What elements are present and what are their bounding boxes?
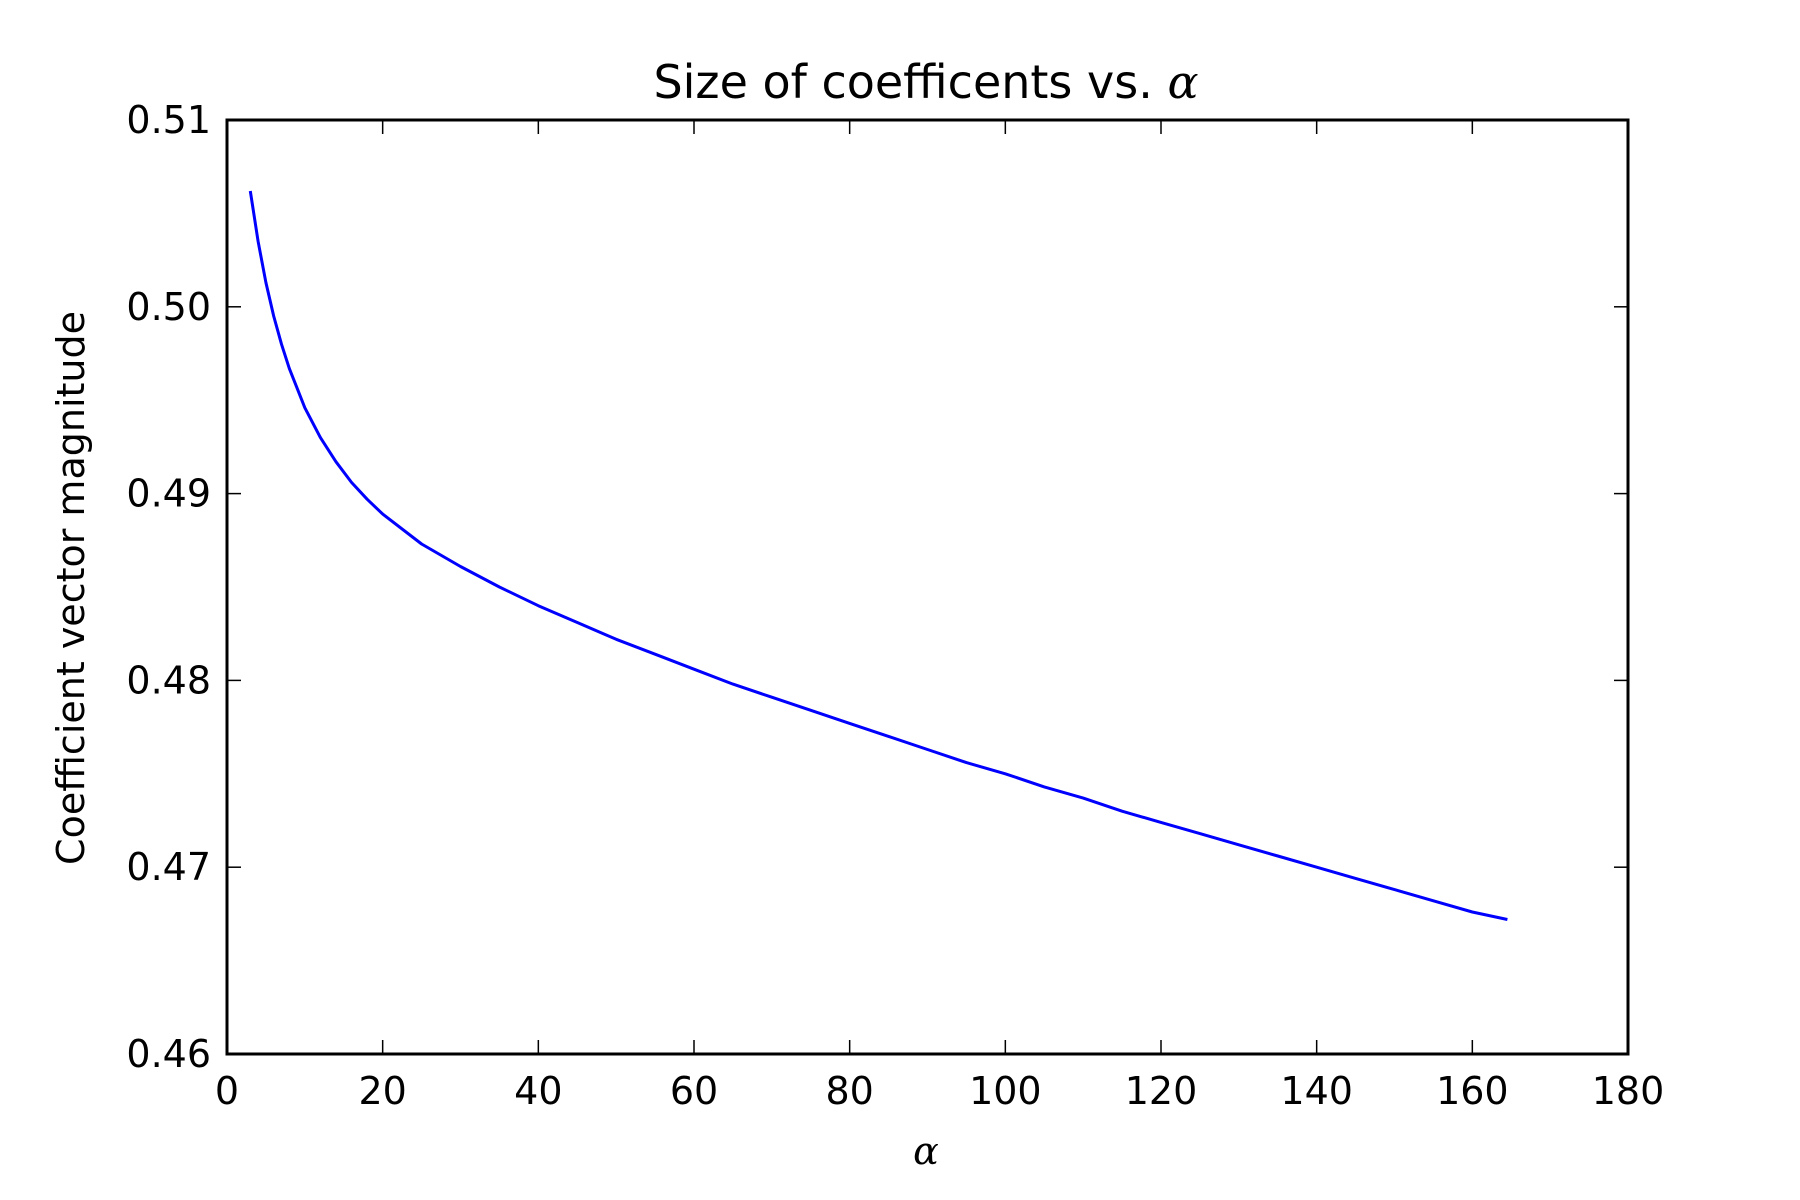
x-tick-label: 80	[825, 1069, 873, 1113]
plot-frame	[225, 118, 1630, 1056]
x-axis-label: α	[913, 1129, 939, 1173]
x-tick-label: 180	[1592, 1069, 1665, 1113]
y-axis-label: Coefficient vector magnitude	[49, 311, 93, 865]
series-line-0	[248, 190, 1508, 921]
chart-title: Size of coefficents vs. α	[653, 55, 1198, 109]
x-tick-label: 40	[514, 1069, 562, 1113]
y-tick-label: 0.47	[126, 845, 211, 889]
chart-title-symbol: α	[1167, 55, 1198, 109]
x-axis: 0 20 40 60 80 100 120 140 160 180	[215, 120, 1664, 1113]
y-tick-label: 0.51	[126, 98, 211, 142]
x-tick-label: 140	[1280, 1069, 1353, 1113]
y-tick-label: 0.46	[126, 1032, 211, 1076]
y-axis: 0.46 0.47 0.48 0.49 0.50 0.51	[126, 98, 1628, 1076]
chart-title-text: Size of coefficents vs.	[653, 55, 1152, 109]
x-tick-label: 120	[1125, 1069, 1198, 1113]
y-tick-label: 0.49	[126, 472, 211, 516]
x-tick-label: 60	[670, 1069, 718, 1113]
y-tick-label: 0.48	[126, 658, 211, 702]
x-tick-label: 0	[215, 1069, 239, 1113]
x-tick-label: 20	[358, 1069, 406, 1113]
y-tick-label: 0.50	[126, 285, 211, 329]
plot-area	[225, 118, 1630, 1056]
x-tick-label: 160	[1436, 1069, 1509, 1113]
x-tick-label: 100	[969, 1069, 1042, 1113]
